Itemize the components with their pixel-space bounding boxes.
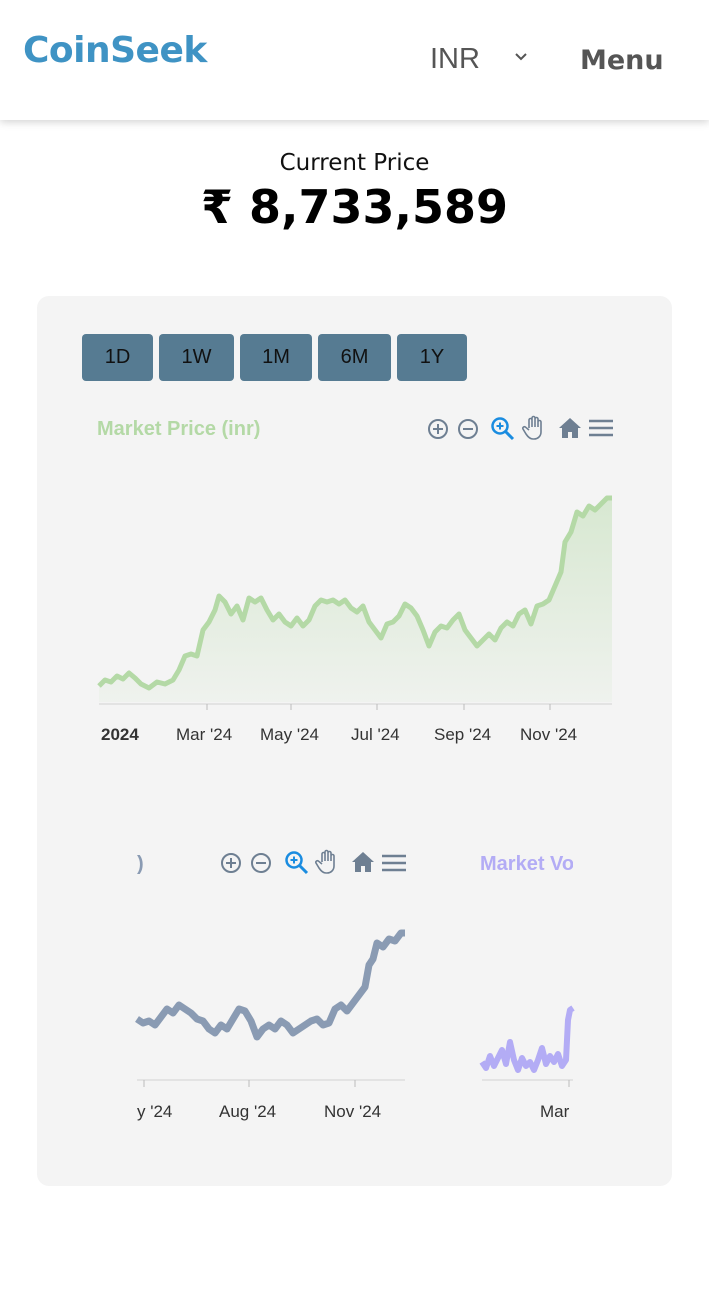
zoom-in-icon[interactable] (427, 418, 449, 440)
chart1-x-label: Nov '24 (520, 725, 578, 744)
chevron-down-icon[interactable] (512, 48, 530, 66)
menu-button[interactable]: Menu (580, 45, 664, 76)
home-icon[interactable] (558, 417, 582, 439)
chart3-x-label: Mar (540, 1102, 570, 1121)
chart2-x-label: y '24 (137, 1102, 173, 1121)
chart1-series-line (97, 495, 612, 691)
chart1-x-label: 2024 (101, 725, 139, 744)
range-1w-button[interactable]: 1W (159, 334, 234, 381)
selection-zoom-icon[interactable] (490, 416, 516, 442)
chart1-title: Market Price (inr) (97, 418, 261, 440)
chart2-plot[interactable] (135, 925, 405, 1090)
zoom-in-icon[interactable] (220, 852, 242, 874)
current-price-label: Current Price (279, 150, 430, 176)
chart2-x-label: Aug '24 (219, 1102, 277, 1121)
zoom-out-icon[interactable] (457, 418, 479, 440)
chart1-plot[interactable] (97, 490, 612, 712)
range-6m-button[interactable]: 6M (318, 334, 391, 381)
chart3-plot[interactable] (479, 1000, 575, 1090)
range-1y-button[interactable]: 1Y (397, 334, 467, 381)
chart1-x-label: May '24 (260, 725, 319, 744)
menu-icon[interactable] (589, 419, 613, 437)
range-1m-button[interactable]: 1M (240, 334, 312, 381)
pan-hand-icon[interactable] (315, 849, 340, 875)
chart3-title-fragment: Market Vo (480, 853, 573, 875)
home-icon[interactable] (351, 851, 375, 873)
chart1-x-label: Jul '24 (351, 725, 400, 744)
zoom-out-icon[interactable] (250, 852, 272, 874)
selection-zoom-icon[interactable] (284, 850, 310, 876)
chart1-x-label: Sep '24 (434, 725, 492, 744)
logo[interactable]: CoinSeek (23, 30, 207, 71)
currency-select[interactable]: INR (430, 43, 480, 75)
range-1d-button[interactable]: 1D (82, 334, 153, 381)
chart1-area (99, 498, 612, 702)
chart1-x-label: Mar '24 (176, 725, 233, 744)
chart2-x-label: Nov '24 (324, 1102, 382, 1121)
current-price-value: ₹ 8,733,589 (200, 180, 509, 234)
pan-hand-icon[interactable] (522, 415, 547, 441)
app-header: CoinSeek INR Menu (0, 0, 709, 120)
menu-icon[interactable] (382, 854, 406, 872)
chart2-series-line (135, 929, 405, 1041)
chart2-title-fragment: ) (137, 853, 144, 875)
chart3-series-line (479, 1005, 575, 1073)
